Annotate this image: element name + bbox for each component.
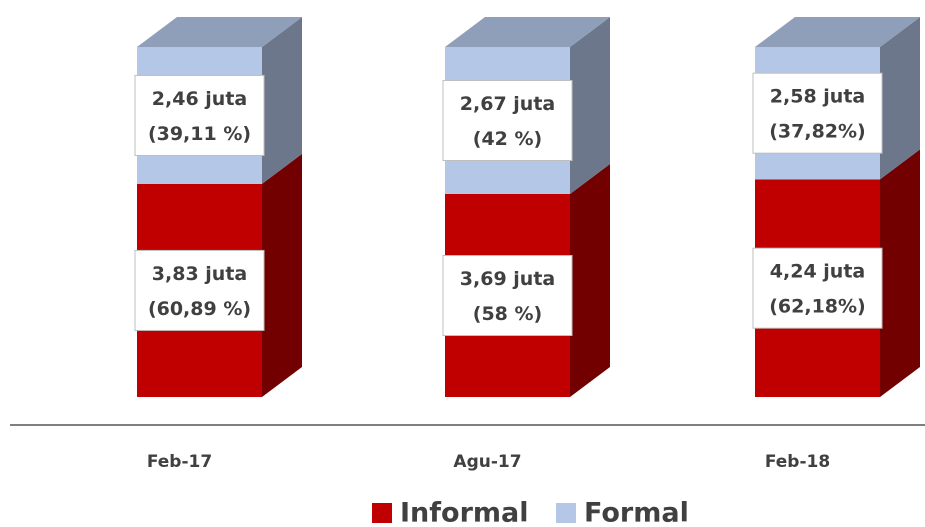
bar-top	[755, 17, 920, 47]
x-tick-label: Agu-17	[453, 452, 521, 472]
data-label: 4,24 juta	[770, 261, 865, 283]
x-tick-label: Feb-17	[147, 452, 212, 472]
bar-side	[262, 153, 302, 397]
data-label: 3,83 juta	[152, 263, 247, 285]
x-tick-label: Feb-18	[765, 452, 830, 472]
data-label: (42 %)	[473, 128, 542, 150]
data-label: 2,58 juta	[770, 86, 865, 108]
legend-label: Informal	[400, 498, 529, 527]
label-box	[752, 247, 883, 329]
bar-top	[137, 17, 302, 47]
bar-top	[445, 17, 610, 47]
data-label: (39,11 %)	[148, 123, 251, 145]
data-label: (37,82%)	[769, 121, 866, 143]
legend-swatch	[556, 503, 576, 523]
data-label: 3,69 juta	[460, 268, 555, 290]
label-box	[442, 80, 573, 161]
bar-side	[262, 17, 302, 184]
bar-side	[570, 17, 610, 194]
legend-label: Formal	[584, 498, 689, 527]
data-label: 2,46 juta	[152, 88, 247, 110]
label-box	[134, 249, 265, 331]
label-box	[442, 255, 573, 336]
label-box	[134, 74, 265, 156]
bar-side	[570, 164, 610, 397]
bar-side	[880, 149, 920, 397]
data-label: (60,89 %)	[148, 298, 251, 320]
data-label: (62,18%)	[769, 296, 866, 318]
legend-swatch	[372, 503, 392, 523]
bar-side	[880, 17, 920, 180]
data-label: 2,67 juta	[460, 93, 555, 115]
data-label: (58 %)	[473, 303, 542, 325]
label-box	[752, 72, 883, 154]
